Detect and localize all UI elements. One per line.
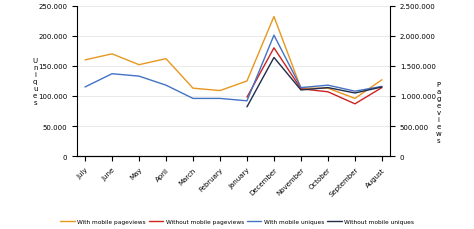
With mobile uniques [244,100,250,103]
Without mobile uniques [244,106,250,109]
With mobile uniques [298,87,304,90]
With mobile uniques [271,35,277,37]
Without mobile pageviews [325,91,331,94]
With mobile uniques [325,85,331,87]
With mobile pageviews [325,87,331,90]
With mobile pageviews [109,53,115,56]
Without mobile uniques [298,89,304,92]
With mobile uniques [163,85,169,87]
With mobile pageviews [271,16,277,19]
Y-axis label: P
a
g
e
v
i
e
w
s: P a g e v i e w s [436,82,441,143]
Without mobile uniques [379,86,385,89]
With mobile pageviews [379,79,385,82]
Without mobile uniques [352,92,358,95]
With mobile pageviews [190,87,196,90]
Legend: With mobile pageviews, Without mobile pageviews, With mobile uniques, Without mo: With mobile pageviews, Without mobile pa… [58,216,416,226]
With mobile pageviews [217,90,223,93]
Line: With mobile pageviews: With mobile pageviews [85,17,382,99]
With mobile pageviews [163,58,169,61]
With mobile uniques [190,98,196,100]
With mobile pageviews [82,59,88,62]
Line: Without mobile uniques: Without mobile uniques [247,58,382,107]
Without mobile pageviews [271,47,277,50]
Without mobile pageviews [244,96,250,99]
Y-axis label: U
n
i
q
u
e
s: U n i q u e s [33,58,38,106]
With mobile uniques [136,75,142,78]
With mobile pageviews [352,98,358,100]
With mobile uniques [379,86,385,88]
Without mobile uniques [325,87,331,90]
Without mobile pageviews [298,88,304,91]
Line: Without mobile pageviews: Without mobile pageviews [247,49,382,104]
With mobile uniques [352,90,358,93]
With mobile pageviews [244,80,250,83]
With mobile uniques [109,73,115,76]
With mobile pageviews [298,87,304,90]
Without mobile uniques [271,57,277,60]
With mobile uniques [82,86,88,89]
Line: With mobile uniques: With mobile uniques [85,36,382,101]
Without mobile pageviews [379,87,385,90]
With mobile uniques [217,98,223,100]
Without mobile pageviews [352,103,358,106]
With mobile pageviews [136,64,142,67]
